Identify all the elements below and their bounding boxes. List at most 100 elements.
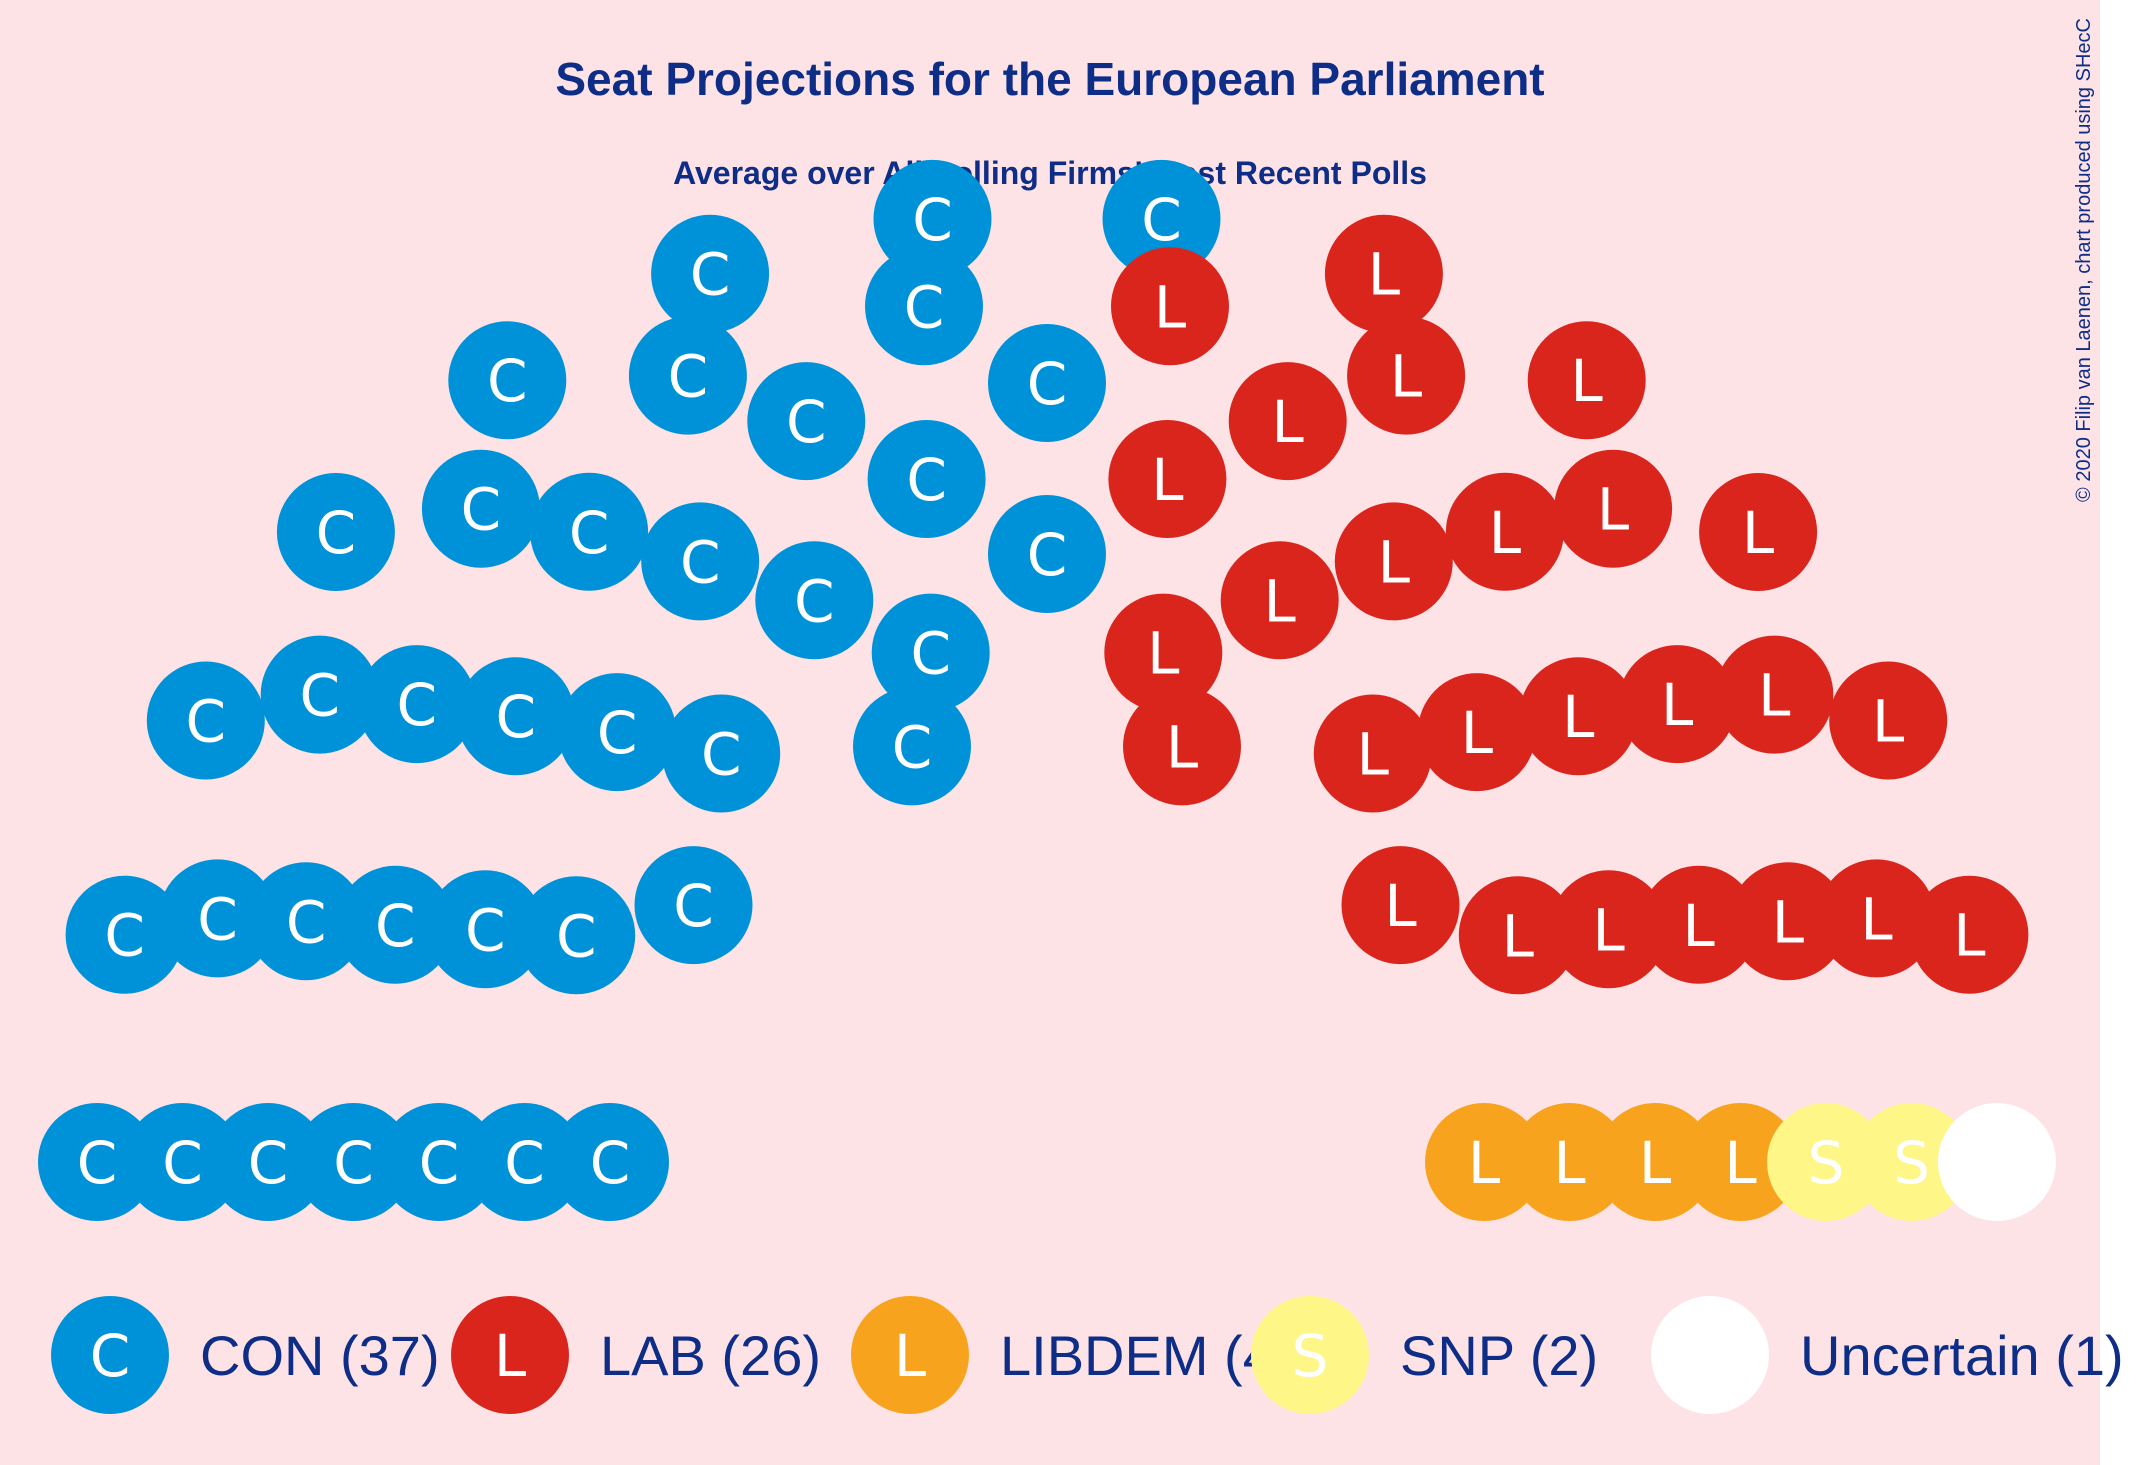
seat-circle	[662, 694, 781, 813]
legend-marker	[1651, 1296, 1769, 1414]
seat-con: C	[634, 846, 753, 965]
seat-con: C	[651, 214, 770, 333]
seat-letter: C	[186, 688, 227, 756]
legend-marker-letter: C	[90, 1322, 131, 1390]
seat-letter: S	[1808, 1129, 1845, 1197]
seat-letter: L	[1147, 620, 1179, 688]
seat-letter: C	[904, 273, 945, 341]
legend-label: CON (37)	[200, 1324, 440, 1387]
seat-lab: L	[1817, 859, 1936, 978]
seat-letter: L	[1461, 699, 1493, 767]
seat-lab: L	[1324, 214, 1443, 333]
seat-letter: C	[197, 885, 238, 953]
seat-letter: C	[248, 1129, 289, 1197]
seat-lab: L	[1639, 865, 1758, 984]
seat-circle	[1510, 1103, 1629, 1221]
seat-letter: C	[333, 1129, 374, 1197]
seat-circle	[853, 687, 971, 806]
legend-item-snp: S SNP (2)	[1251, 1296, 1598, 1414]
seat-letter: L	[1502, 902, 1534, 970]
seat-circle	[873, 159, 992, 278]
seat-con: C	[357, 645, 476, 764]
seat-lab: L	[1829, 661, 1948, 780]
seat-letter: L	[1872, 688, 1904, 756]
seat-circle	[421, 449, 540, 568]
seat-circle	[1715, 635, 1834, 754]
seat-letter: L	[1151, 446, 1183, 514]
seat-letter: C	[504, 1129, 545, 1197]
seat-letter: L	[1724, 1129, 1756, 1197]
legend-marker	[451, 1296, 569, 1414]
seat-lab: L	[1699, 473, 1818, 591]
seat-circle	[1123, 687, 1241, 806]
seat-circle	[634, 846, 753, 965]
seat-letter: L	[1166, 713, 1198, 781]
seat-circle	[1938, 1103, 2056, 1221]
seat-circle	[1527, 321, 1646, 440]
legend-marker-letter: S	[1292, 1322, 1329, 1390]
seat-circle	[380, 1103, 498, 1221]
seat-circle	[209, 1103, 327, 1221]
seat-letter: C	[556, 902, 597, 970]
seat-letter: C	[673, 872, 714, 940]
seat-letter: L	[1683, 892, 1715, 960]
seat-libdem: L	[1425, 1103, 1543, 1221]
seat-letter: C	[495, 683, 536, 751]
seat-letter: C	[701, 721, 742, 789]
seat-circle	[1829, 661, 1948, 780]
seat-circle	[1347, 316, 1466, 435]
seat-letter: C	[316, 499, 357, 567]
seat-circle	[1618, 645, 1737, 764]
seat-circle	[1549, 870, 1668, 989]
seat-con: C	[38, 1103, 156, 1221]
seat-con: C	[988, 495, 1106, 613]
seat-circle	[867, 420, 986, 538]
seat-letter: C	[906, 446, 947, 514]
seat-letter: C	[104, 902, 145, 970]
seat-circle	[294, 1103, 413, 1221]
seat-snp: S	[1852, 1103, 1971, 1221]
seat-letter: C	[569, 499, 610, 567]
seat-letter: C	[590, 1129, 631, 1197]
seat-con: C	[65, 875, 184, 994]
seat-con: C	[336, 865, 455, 984]
seat-circle	[146, 661, 265, 780]
seat-con: C	[158, 859, 277, 978]
seat-circle	[123, 1103, 242, 1221]
seat-letter: L	[1742, 499, 1774, 567]
seat-con: C	[853, 687, 971, 806]
seat-lab: L	[1519, 657, 1638, 776]
seat-letter: C	[912, 186, 953, 254]
legend-item-uncertain: Uncertain (1)	[1651, 1296, 2124, 1414]
legend-marker	[1251, 1296, 1369, 1414]
legend-marker	[851, 1296, 969, 1414]
seat-circle	[517, 876, 636, 995]
legend-label: LAB (26)	[600, 1324, 821, 1387]
seat-con: C	[260, 635, 379, 754]
seat-circle	[247, 862, 366, 981]
seat-con: C	[871, 593, 990, 712]
seat-lab: L	[1111, 247, 1229, 366]
seat-circle	[1111, 247, 1229, 366]
seat-letter: C	[1027, 350, 1068, 418]
seat-con: C	[865, 247, 983, 366]
seat-lab: L	[1347, 316, 1466, 435]
seat-circle	[426, 870, 545, 989]
seat-circle	[1596, 1103, 1714, 1221]
seat-letter: C	[77, 1129, 118, 1197]
seat-con: C	[988, 324, 1106, 442]
seat-letter: L	[1154, 273, 1186, 341]
seat-letter: C	[465, 896, 506, 964]
seat-con: C	[465, 1103, 584, 1221]
seat-letter: C	[162, 1129, 203, 1197]
seat-letter: L	[1758, 662, 1790, 730]
seat-circle	[1417, 673, 1536, 792]
seat-letter: L	[1562, 683, 1594, 751]
seat-lab: L	[1341, 846, 1460, 965]
seat-circle	[1681, 1103, 1800, 1221]
seat-circle	[530, 472, 649, 591]
seat-lab: L	[1108, 420, 1227, 538]
seat-con: C	[421, 449, 540, 568]
seat-lab: L	[1549, 870, 1668, 989]
seat-circle	[276, 473, 395, 591]
